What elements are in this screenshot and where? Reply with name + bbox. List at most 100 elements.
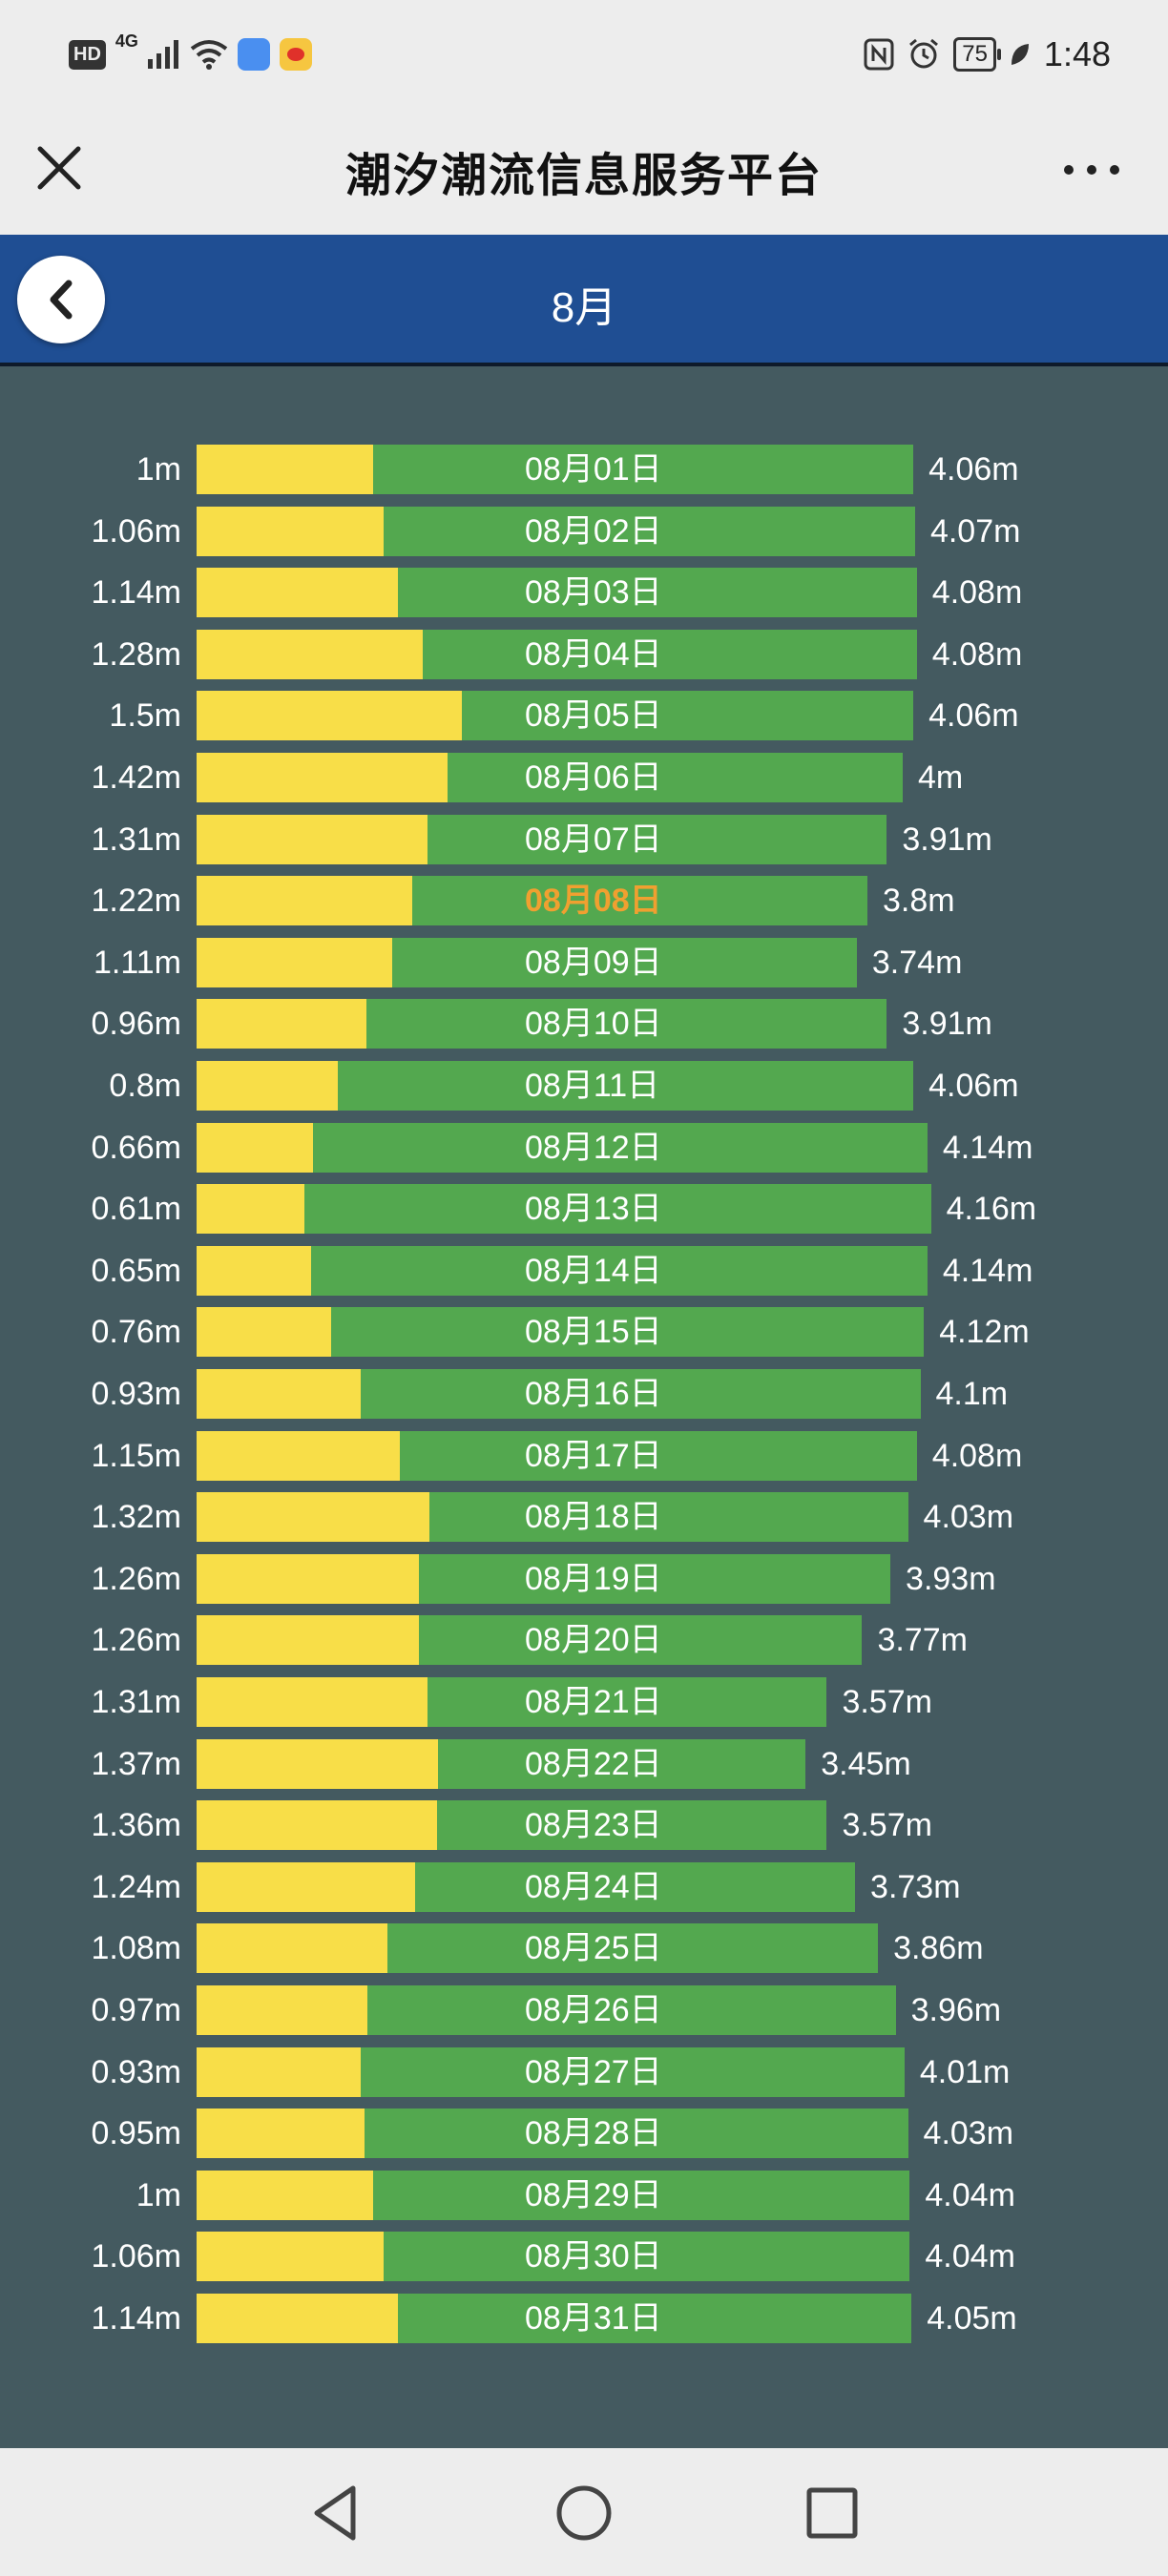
- date-label: 08月10日: [525, 1006, 662, 1043]
- low-tide-bar: [197, 1738, 439, 1789]
- low-tide-label: 1.06m: [91, 2238, 182, 2275]
- low-tide-label: 1.28m: [91, 635, 182, 673]
- low-tide-label: 1.36m: [91, 1807, 182, 1844]
- tide-row[interactable]: 1.08m 08月25日 3.86m: [0, 1923, 1168, 1974]
- tide-row[interactable]: 0.61m 08月13日 4.16m: [0, 1184, 1168, 1235]
- close-icon[interactable]: [27, 135, 92, 200]
- date-label: 08月28日: [525, 2115, 662, 2152]
- high-tide-label: 4.01m: [919, 2053, 1011, 2090]
- high-tide-label: 3.91m: [902, 821, 992, 858]
- high-tide-label: 3.91m: [902, 1006, 992, 1043]
- tide-row[interactable]: 1.11m 08月09日 3.74m: [0, 937, 1168, 987]
- high-tide-label: 3.45m: [821, 1745, 911, 1782]
- tide-row[interactable]: 0.93m 08月16日 4.1m: [0, 1369, 1168, 1419]
- low-tide-bar: [197, 1553, 420, 1604]
- clock: 1:48: [1043, 34, 1111, 73]
- tide-row[interactable]: 1.28m 08月04日 4.08m: [0, 629, 1168, 679]
- high-tide-label: 3.86m: [893, 1930, 984, 1967]
- tide-row[interactable]: 1.31m 08月07日 3.91m: [0, 814, 1168, 864]
- tide-row[interactable]: 1.31m 08月21日 3.57m: [0, 1677, 1168, 1727]
- tide-row[interactable]: 1.22m 08月08日 3.8m: [0, 876, 1168, 926]
- high-tide-label: 3.73m: [870, 1868, 961, 1905]
- high-tide-label: 4.03m: [923, 2115, 1014, 2152]
- tide-row[interactable]: 1.06m 08月02日 4.07m: [0, 506, 1168, 556]
- low-tide-label: 0.61m: [91, 1191, 182, 1228]
- alarm-icon: [909, 38, 939, 69]
- high-tide-label: 4.06m: [928, 697, 1019, 735]
- date-label: 08月27日: [525, 2053, 662, 2090]
- low-tide-label: 1.26m: [91, 1560, 182, 1597]
- tide-row[interactable]: 1.15m 08月17日 4.08m: [0, 1430, 1168, 1481]
- date-label: 08月03日: [525, 574, 662, 612]
- date-label: 08月30日: [525, 2238, 662, 2275]
- low-tide-bar: [197, 1492, 430, 1543]
- tide-row[interactable]: 0.8m 08月11日 4.06m: [0, 1061, 1168, 1111]
- low-tide-bar: [197, 2232, 385, 2282]
- low-tide-label: 0.93m: [91, 1376, 182, 1412]
- tide-row[interactable]: 1.06m 08月30日 4.04m: [0, 2232, 1168, 2282]
- tide-row[interactable]: 1.14m 08月31日 4.05m: [0, 2294, 1168, 2343]
- high-tide-label: 4.14m: [942, 1252, 1033, 1289]
- tide-row[interactable]: 0.66m 08月12日 4.14m: [0, 1122, 1168, 1173]
- hd-badge: HD: [69, 39, 106, 70]
- low-tide-bar: [197, 2294, 398, 2343]
- high-tide-label: 3.57m: [842, 1684, 932, 1720]
- status-left: HD 4G: [69, 31, 312, 71]
- tide-row[interactable]: 1.5m 08月05日 4.06m: [0, 691, 1168, 741]
- low-tide-bar: [197, 1245, 312, 1296]
- tide-chart: 1m 08月01日 4.06m 1.06m 08月02日 4.07m 1.14m 08月03日…: [0, 366, 1168, 2448]
- date-label: 08月18日: [525, 1499, 662, 1536]
- low-tide-bar: [197, 1800, 437, 1851]
- date-label: 08月05日: [525, 697, 662, 735]
- low-tide-bar: [197, 1430, 400, 1481]
- title-bar: 潮汐潮流信息服务平台: [0, 113, 1168, 235]
- tide-row[interactable]: 0.96m 08月10日 3.91m: [0, 999, 1168, 1049]
- tide-row[interactable]: 0.95m 08月28日 4.03m: [0, 2109, 1168, 2159]
- nfc-icon: [864, 38, 894, 71]
- low-tide-bar: [197, 1615, 420, 1666]
- more-icon[interactable]: [1053, 151, 1130, 189]
- high-tide-label: 3.93m: [906, 1560, 996, 1597]
- month-title: 8月: [551, 284, 617, 331]
- low-tide-label: 1.15m: [91, 1437, 182, 1474]
- tide-row[interactable]: 1.24m 08月24日 3.73m: [0, 1861, 1168, 1912]
- high-tide-label: 4.07m: [929, 512, 1021, 550]
- tide-row[interactable]: 1.14m 08月03日 4.08m: [0, 568, 1168, 618]
- high-tide-label: 4.05m: [927, 2300, 1017, 2337]
- high-tide-label: 4.04m: [925, 2238, 1015, 2275]
- date-label: 08月29日: [525, 2176, 662, 2213]
- tide-row[interactable]: 1m 08月01日 4.06m: [0, 445, 1168, 494]
- tide-row[interactable]: 1.26m 08月20日 3.77m: [0, 1615, 1168, 1666]
- date-label: 08月26日: [525, 1992, 662, 2028]
- tide-row[interactable]: 1.36m 08月23日 3.57m: [0, 1800, 1168, 1851]
- low-tide-label: 1.24m: [91, 1868, 182, 1905]
- tide-row[interactable]: 0.65m 08月14日 4.14m: [0, 1245, 1168, 1296]
- high-tide-label: 4.1m: [935, 1376, 1009, 1412]
- low-tide-bar: [197, 691, 462, 741]
- tide-row[interactable]: 1.26m 08月19日 3.93m: [0, 1553, 1168, 1604]
- home-circle-icon[interactable]: [546, 2475, 622, 2551]
- tide-row[interactable]: 0.76m 08月15日 4.12m: [0, 1307, 1168, 1358]
- tide-row[interactable]: 0.93m 08月27日 4.01m: [0, 2046, 1168, 2097]
- recents-square-icon[interactable]: [794, 2475, 870, 2551]
- back-button[interactable]: [17, 256, 105, 343]
- date-label: 08月17日: [525, 1437, 662, 1474]
- low-tide-label: 1.11m: [94, 944, 181, 981]
- date-label: 08月14日: [525, 1252, 662, 1289]
- back-triangle-icon[interactable]: [298, 2475, 374, 2551]
- low-tide-label: 0.8m: [109, 1068, 181, 1104]
- tide-row[interactable]: 1.37m 08月22日 3.45m: [0, 1738, 1168, 1789]
- date-label: 08月23日: [525, 1807, 662, 1844]
- tide-row[interactable]: 1.42m 08月06日 4m: [0, 753, 1168, 802]
- tide-row[interactable]: 0.97m 08月26日 3.96m: [0, 1985, 1168, 2035]
- low-tide-label: 1.14m: [91, 574, 182, 612]
- tide-row[interactable]: 1.32m 08月18日 4.03m: [0, 1492, 1168, 1543]
- high-tide-label: 3.74m: [871, 944, 963, 981]
- tide-row[interactable]: 1m 08月29日 4.04m: [0, 2170, 1168, 2220]
- date-label: 08月22日: [525, 1745, 662, 1782]
- low-tide-bar: [197, 1061, 338, 1111]
- high-tide-label: 3.77m: [877, 1622, 968, 1659]
- low-tide-bar: [197, 629, 423, 679]
- page-title: 潮汐潮流信息服务平台: [344, 151, 823, 201]
- date-label: 08月15日: [525, 1314, 662, 1351]
